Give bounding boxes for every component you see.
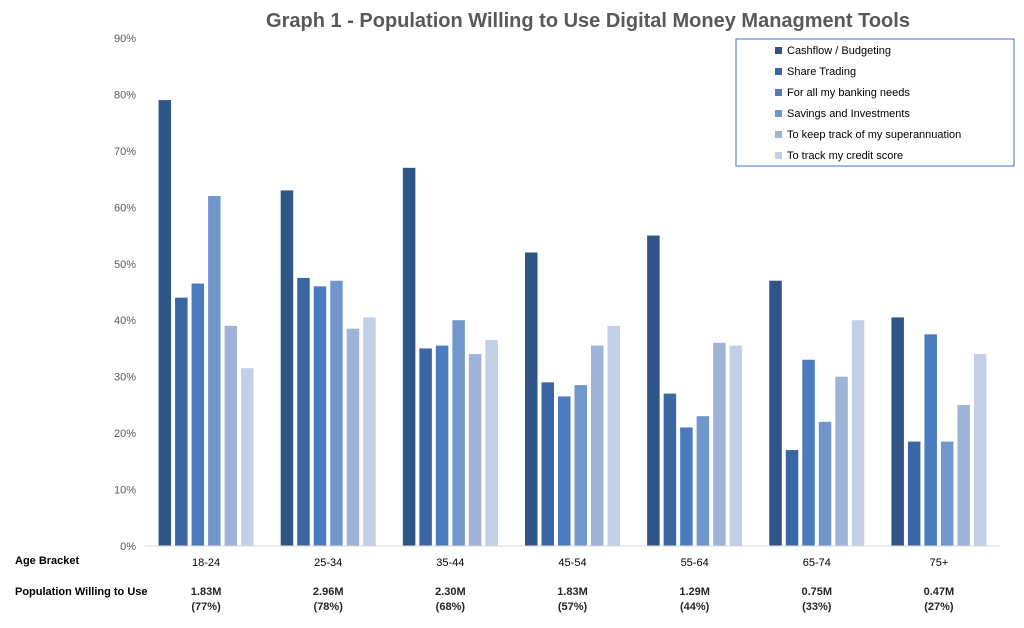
bar: [647, 235, 660, 547]
population-values: 1.83M (77%) 2.96M (78%) 2.30M (68%) 1.83M (57%)…: [191, 586, 954, 613]
y-tick-label: 10%: [114, 485, 136, 497]
bar: [435, 345, 449, 546]
y-tick-label: 30%: [114, 372, 136, 384]
population-percent: (77%): [191, 601, 221, 613]
bar: [419, 348, 432, 546]
bar: [574, 385, 587, 546]
population-value: 0.75M: [801, 586, 832, 598]
population-percent: (57%): [558, 601, 588, 613]
population-percent: (33%): [802, 601, 832, 613]
bar: [280, 190, 294, 546]
bar: [924, 334, 937, 546]
y-tick-label: 60%: [114, 202, 136, 214]
legend-swatch: [775, 89, 782, 96]
y-tick-label: 80%: [114, 89, 136, 101]
bar: [769, 280, 782, 546]
y-tick-label: 90%: [114, 33, 136, 45]
legend-swatch: [775, 131, 782, 138]
bar: [558, 396, 571, 546]
y-axis: 0% 10% 20% 30% 40% 50% 60% 70% 80% 90%: [114, 33, 136, 553]
bar: [818, 421, 832, 546]
population-value: 0.47M: [924, 586, 955, 598]
legend-swatch: [775, 110, 782, 117]
population-percent: (27%): [924, 601, 954, 613]
bar: [313, 286, 327, 546]
bar: [802, 359, 815, 546]
legend-label: Savings and Investments: [787, 108, 910, 120]
bar: [957, 404, 970, 546]
population-value: 2.30M: [435, 586, 466, 598]
bar: [940, 441, 954, 546]
population-value: 1.83M: [191, 586, 222, 598]
x-axis-labels: 18-24 25-34 35-44 45-54 55-64 65-74 75+: [192, 557, 948, 569]
bar: [591, 345, 604, 546]
bar: [224, 325, 238, 546]
bar: [713, 342, 726, 546]
bar: [468, 354, 482, 546]
bar: [541, 382, 554, 546]
bar: [785, 450, 799, 546]
x-tick-label: 65-74: [803, 557, 831, 569]
bar: [363, 317, 376, 546]
population-percent: (78%): [314, 601, 344, 613]
chart-title: Graph 1 - Population Willing to Use Digi…: [266, 10, 910, 32]
bar: [346, 328, 360, 546]
bar: [907, 441, 921, 546]
bar: [891, 317, 904, 546]
bar: [696, 416, 710, 546]
bar: [241, 368, 254, 546]
bar: [402, 167, 416, 547]
bar: [680, 427, 693, 546]
y-tick-label: 20%: [114, 428, 136, 440]
bar: [607, 325, 620, 546]
y-tick-label: 70%: [114, 146, 136, 158]
age-bracket-label: Age Bracket: [15, 555, 80, 567]
x-tick-label: 35-44: [436, 557, 464, 569]
bar: [663, 393, 677, 546]
y-tick-label: 0%: [120, 541, 136, 553]
bar: [191, 283, 205, 546]
bars: [158, 100, 987, 547]
x-tick-label: 45-54: [558, 557, 586, 569]
bar: [452, 320, 465, 546]
legend-swatch: [775, 68, 782, 75]
bar: [525, 252, 538, 546]
bar: [158, 100, 172, 546]
legend-swatch: [775, 152, 782, 159]
population-value: 1.83M: [557, 586, 588, 598]
legend-label: Share Trading: [787, 66, 856, 78]
x-tick-label: 75+: [930, 557, 949, 569]
population-value: 2.96M: [313, 586, 344, 598]
bar: [835, 376, 848, 546]
population-value: 1.29M: [679, 586, 710, 598]
bar: [729, 345, 743, 546]
legend-label: To track my credit score: [787, 150, 903, 162]
bar: [851, 320, 865, 546]
bar: [208, 196, 221, 547]
bar: [330, 280, 343, 546]
legend-label: To keep track of my superannuation: [787, 129, 961, 141]
legend-swatch: [775, 47, 782, 54]
x-tick-label: 55-64: [681, 557, 709, 569]
legend-label: For all my banking needs: [787, 87, 910, 99]
bar: [175, 297, 188, 546]
x-tick-label: 18-24: [192, 557, 220, 569]
y-tick-label: 40%: [114, 315, 136, 327]
x-tick-label: 25-34: [314, 557, 342, 569]
y-tick-label: 50%: [114, 259, 136, 271]
population-percent: (68%): [436, 601, 466, 613]
legend-box: [735, 38, 1015, 167]
legend: Cashflow / Budgeting Share Trading For all…: [735, 38, 1015, 167]
bar: [297, 277, 310, 546]
bar: [485, 339, 498, 546]
population-percent: (44%): [680, 601, 710, 613]
population-label: Population Willing to Use: [15, 586, 148, 598]
bar: [973, 354, 987, 546]
legend-label: Cashflow / Budgeting: [787, 45, 891, 57]
